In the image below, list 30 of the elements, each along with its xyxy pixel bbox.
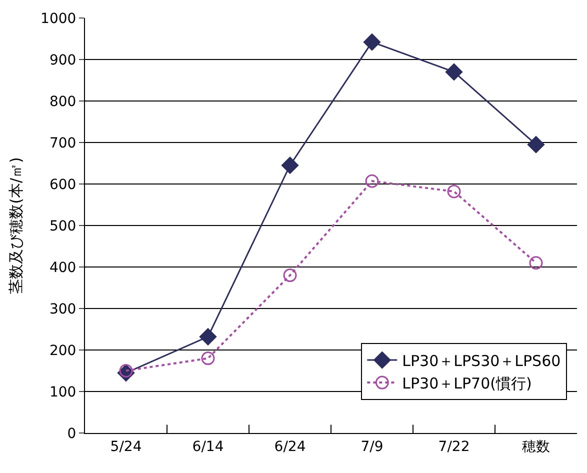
x-tick-label: 5/24 <box>110 438 142 455</box>
point <box>529 256 543 270</box>
point <box>447 184 461 198</box>
y-tick-label: 800 <box>49 94 76 110</box>
y-tick-label: 700 <box>49 135 76 152</box>
legend-label: LP30＋LP70(慣行) <box>402 374 532 392</box>
x-tick-label: 7/22 <box>438 438 470 455</box>
x-tick-label: 7/9 <box>360 438 384 455</box>
y-tick-label: 0 <box>67 426 76 442</box>
point <box>201 352 215 366</box>
legend-label: LP30＋LPS30＋LPS60 <box>402 352 561 370</box>
y-tick-label: 300 <box>49 301 76 318</box>
x-tick-label: 穂数 <box>522 438 550 455</box>
point <box>363 34 381 51</box>
y-tick-label: 900 <box>49 52 76 68</box>
point <box>445 63 463 80</box>
point <box>283 268 297 282</box>
x-tick-label: 6/24 <box>274 438 306 455</box>
point <box>527 136 545 154</box>
point <box>281 156 299 174</box>
y-tick-label: 100 <box>49 384 76 400</box>
y-tick-label: 200 <box>49 342 76 359</box>
y-tick-label: 1000 <box>40 10 76 27</box>
y-tick-label: 400 <box>49 260 76 276</box>
point <box>199 328 217 346</box>
x-tick-label: 6/14 <box>192 438 224 455</box>
y-axis-title: 茎数及び穂数(本/㎡) <box>6 157 25 294</box>
point <box>365 174 379 188</box>
y-tick-label: 600 <box>49 176 76 193</box>
y-tick-label: 500 <box>49 218 76 234</box>
